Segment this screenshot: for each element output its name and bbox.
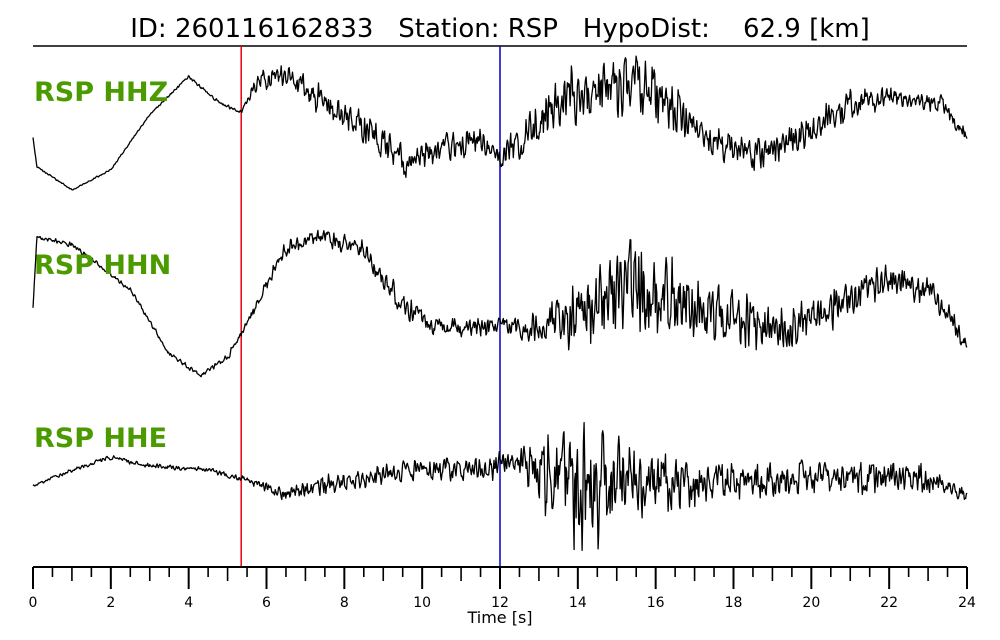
traces xyxy=(32,55,968,552)
x-tick-label: 6 xyxy=(262,595,271,611)
x-tick-label: 4 xyxy=(184,595,193,611)
x-tick-label: 0 xyxy=(29,595,38,611)
title-station-label: Station: xyxy=(398,14,499,44)
x-tick-label: 18 xyxy=(725,595,743,611)
title-station-value: RSP xyxy=(508,14,558,44)
x-axis-label: Time [s] xyxy=(466,608,532,627)
x-tick-label: 16 xyxy=(647,595,665,611)
x-tick-label: 14 xyxy=(569,595,587,611)
title-id-label: ID: xyxy=(130,14,166,44)
x-tick-label: 22 xyxy=(880,595,898,611)
channel-label-rsp-hhz: RSP HHZ xyxy=(34,77,168,108)
x-tick-label: 12 xyxy=(491,595,509,611)
trace-rsp-hhe xyxy=(32,422,968,552)
trace-rsp-hhn xyxy=(32,229,968,378)
title-dist-unit: [km] xyxy=(809,14,870,44)
title-dist-value: 62.9 xyxy=(743,14,801,44)
x-tick-label: 24 xyxy=(958,595,976,611)
x-tick-label: 10 xyxy=(413,595,431,611)
title-id-value: 260116162833 xyxy=(175,14,374,44)
title-dist-label: HypoDist: xyxy=(583,14,710,44)
figure-title: ID: 260116162833 Station: RSP HypoDist: … xyxy=(130,14,870,44)
channel-label-rsp-hhe: RSP HHE xyxy=(34,423,167,454)
x-axis: 0 2 4 6 8 10 12 14 16 18 20 22 24 xyxy=(29,566,976,611)
channel-label-rsp-hhn: RSP HHN xyxy=(34,250,171,281)
x-tick-label: 8 xyxy=(340,595,349,611)
channel-labels: RSP HHZ RSP HHN RSP HHE xyxy=(34,77,171,454)
x-tick-label: 2 xyxy=(106,595,115,611)
x-tick-label: 20 xyxy=(802,595,820,611)
trace-rsp-hhz xyxy=(32,55,968,191)
